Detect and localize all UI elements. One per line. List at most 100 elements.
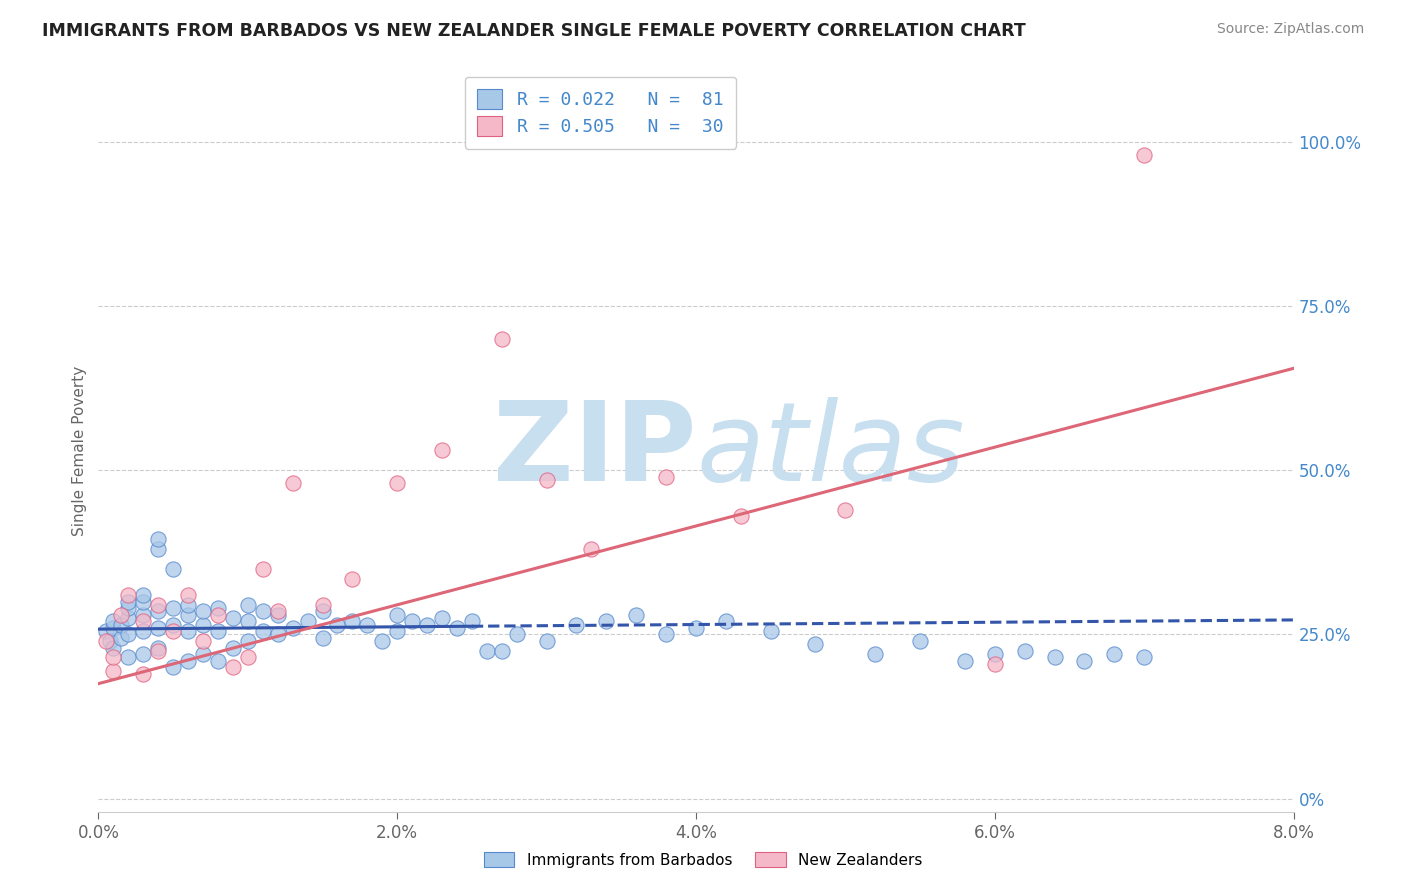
Point xyxy=(132,666,155,681)
Point xyxy=(207,607,229,622)
Point xyxy=(267,627,290,641)
Point xyxy=(162,660,184,674)
Point xyxy=(536,473,558,487)
Point xyxy=(506,627,529,641)
Point xyxy=(252,562,274,576)
Point xyxy=(311,604,333,618)
Point xyxy=(191,634,214,648)
Y-axis label: Single Female Poverty: Single Female Poverty xyxy=(72,366,87,535)
Point xyxy=(207,624,229,639)
Point xyxy=(326,617,349,632)
Point xyxy=(416,617,439,632)
Point xyxy=(110,617,132,632)
Point xyxy=(207,601,229,615)
Point xyxy=(267,604,290,618)
Point xyxy=(132,607,155,622)
Point xyxy=(281,476,304,491)
Point xyxy=(908,634,931,648)
Point xyxy=(536,634,558,648)
Point xyxy=(491,332,513,346)
Point xyxy=(759,624,782,639)
Point xyxy=(953,654,976,668)
Point xyxy=(655,627,678,641)
Point xyxy=(281,621,304,635)
Point xyxy=(177,598,200,612)
Point xyxy=(103,664,125,678)
Point xyxy=(191,604,214,618)
Point xyxy=(222,640,245,655)
Text: ZIP: ZIP xyxy=(492,397,696,504)
Point xyxy=(162,617,184,632)
Point xyxy=(356,617,378,632)
Point xyxy=(267,607,290,622)
Point xyxy=(177,624,200,639)
Point xyxy=(132,624,155,639)
Point xyxy=(148,598,170,612)
Point xyxy=(117,594,139,608)
Point xyxy=(401,614,423,628)
Point xyxy=(311,598,333,612)
Point xyxy=(132,647,155,661)
Point xyxy=(103,621,125,635)
Point xyxy=(236,634,259,648)
Point xyxy=(984,647,1007,661)
Point xyxy=(162,601,184,615)
Point xyxy=(446,621,468,635)
Point xyxy=(804,637,827,651)
Point xyxy=(103,650,125,665)
Point xyxy=(110,631,132,645)
Point xyxy=(385,607,409,622)
Point xyxy=(1014,644,1036,658)
Point xyxy=(177,588,200,602)
Point xyxy=(117,650,139,665)
Point xyxy=(1073,654,1095,668)
Legend: R = 0.022   N =  81, R = 0.505   N =  30: R = 0.022 N = 81, R = 0.505 N = 30 xyxy=(464,77,737,149)
Point xyxy=(430,611,453,625)
Point xyxy=(1133,148,1156,162)
Point xyxy=(132,614,155,628)
Point xyxy=(252,624,274,639)
Point xyxy=(191,647,214,661)
Point xyxy=(236,598,259,612)
Point xyxy=(110,607,132,622)
Point xyxy=(98,634,122,648)
Point xyxy=(385,624,409,639)
Point xyxy=(222,611,245,625)
Point xyxy=(148,541,170,556)
Point xyxy=(117,588,139,602)
Point xyxy=(162,624,184,639)
Point xyxy=(730,509,752,524)
Point xyxy=(491,644,513,658)
Text: Source: ZipAtlas.com: Source: ZipAtlas.com xyxy=(1216,22,1364,37)
Point xyxy=(581,541,603,556)
Point xyxy=(834,502,856,516)
Point xyxy=(191,617,214,632)
Text: atlas: atlas xyxy=(696,397,965,504)
Point xyxy=(626,607,648,622)
Point xyxy=(371,634,394,648)
Point xyxy=(1104,647,1126,661)
Point xyxy=(430,443,453,458)
Point xyxy=(148,640,170,655)
Point xyxy=(385,476,409,491)
Point xyxy=(148,532,170,546)
Point xyxy=(117,611,139,625)
Text: IMMIGRANTS FROM BARBADOS VS NEW ZEALANDER SINGLE FEMALE POVERTY CORRELATION CHAR: IMMIGRANTS FROM BARBADOS VS NEW ZEALANDE… xyxy=(42,22,1026,40)
Point xyxy=(132,594,155,608)
Point xyxy=(311,631,333,645)
Point xyxy=(132,588,155,602)
Point xyxy=(475,644,498,658)
Point xyxy=(103,640,125,655)
Point xyxy=(177,607,200,622)
Point xyxy=(297,614,319,628)
Point xyxy=(103,614,125,628)
Point xyxy=(117,601,139,615)
Point xyxy=(714,614,737,628)
Point xyxy=(595,614,617,628)
Point xyxy=(342,614,364,628)
Point xyxy=(655,469,678,483)
Point xyxy=(1133,650,1156,665)
Point xyxy=(236,650,259,665)
Point xyxy=(162,562,184,576)
Point xyxy=(252,604,274,618)
